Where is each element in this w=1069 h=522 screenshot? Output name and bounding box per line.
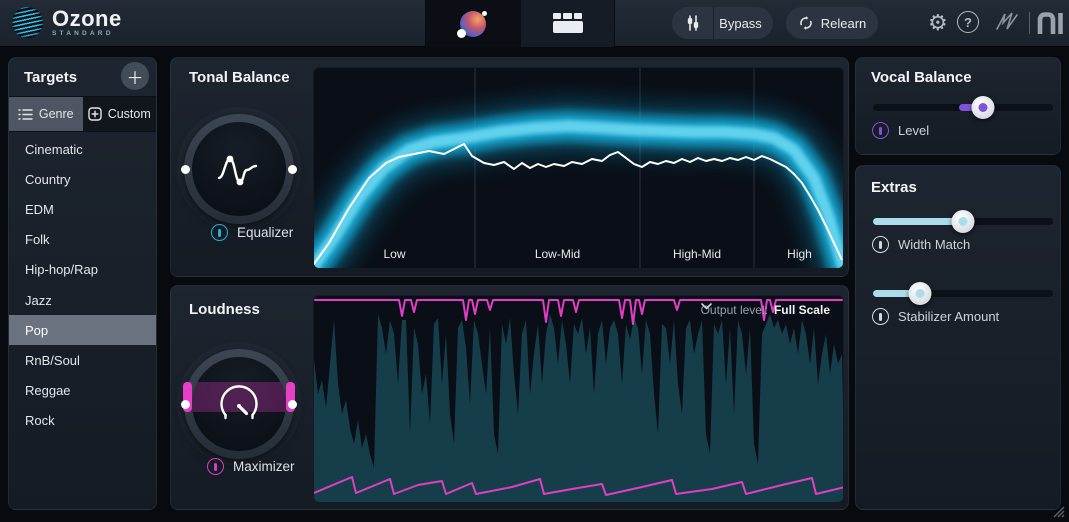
- list-icon: [18, 108, 33, 120]
- loudness-panel: Loudness Maximizer Output l: [170, 285, 849, 510]
- view-tabs: [425, 0, 615, 47]
- bypass-button[interactable]: Bypass: [719, 15, 762, 31]
- stabilizer-label: Stabilizer Amount: [898, 309, 1000, 324]
- width-match-row: Width Match: [872, 236, 970, 253]
- tab-assistant-view[interactable]: [425, 0, 520, 47]
- izotope-scribble-icon: [993, 9, 1023, 40]
- target-item-cinematic[interactable]: Cinematic: [25, 141, 83, 157]
- targets-tabs: Genre Custom: [9, 96, 156, 132]
- gauge-icon: [220, 385, 258, 420]
- width-match-label: Width Match: [898, 237, 971, 252]
- ozone-logo-icon: [12, 7, 43, 38]
- equalizer-label: Equalizer: [237, 225, 294, 240]
- equalizer-module-row: Equalizer: [211, 224, 293, 241]
- help-icon[interactable]: ?: [957, 11, 979, 33]
- target-item-hip-hop-rap[interactable]: Hip-hop/Rap: [25, 262, 98, 278]
- extras-title: Extras: [871, 179, 917, 196]
- add-preset-icon: [88, 107, 102, 121]
- app-edition: STANDARD: [52, 29, 114, 37]
- target-item-country[interactable]: Country: [25, 171, 71, 187]
- window-resize-handle[interactable]: [1051, 504, 1065, 518]
- target-item-reggae[interactable]: Reggae: [25, 383, 71, 399]
- header-bar: Ozone STANDARD: [0, 0, 1069, 47]
- tab-detailed-view[interactable]: [520, 0, 615, 47]
- target-item-jazz[interactable]: Jazz: [25, 292, 52, 308]
- tab-custom-label: Custom: [107, 107, 151, 121]
- relearn-button[interactable]: Relearn: [786, 7, 878, 39]
- vocal-balance-title: Vocal Balance: [871, 69, 972, 86]
- targets-list: Cinematic Country EDM Folk Hip-hop/Rap Jazz Po…: [9, 134, 156, 436]
- target-item-folk[interactable]: Folk: [25, 232, 50, 248]
- chevron-down-icon: [700, 303, 712, 310]
- width-match-slider[interactable]: [873, 210, 1053, 233]
- target-item-rnb-soul[interactable]: RnB/Soul: [25, 352, 80, 368]
- app-title: Ozone: [52, 5, 122, 31]
- output-level-label: Output level:: [700, 303, 768, 317]
- region-label-high-mid: High-Mid: [672, 247, 722, 261]
- loudness-title: Loudness: [189, 301, 260, 318]
- maximizer-module-row: Maximizer: [207, 458, 295, 475]
- target-item-pop[interactable]: Pop: [9, 315, 156, 346]
- width-match-power-icon[interactable]: [872, 236, 889, 253]
- maximizer-label: Maximizer: [233, 459, 295, 474]
- settings-gear-icon[interactable]: ⚙: [928, 10, 948, 35]
- add-target-button[interactable]: ＋: [121, 62, 149, 90]
- tonal-balance-display[interactable]: Low Low-Mid High-Mid High: [313, 67, 844, 269]
- eq-curve-icon: [217, 155, 258, 186]
- equalizer-power-icon[interactable]: [211, 224, 228, 241]
- app-logo: Ozone STANDARD: [12, 7, 122, 38]
- output-level-dropdown[interactable]: Output level: Full Scale: [701, 303, 830, 317]
- targets-panel: Targets ＋ Genre Custom Cinematic Country E…: [8, 57, 157, 510]
- tab-genre-label: Genre: [38, 107, 74, 121]
- tab-genre[interactable]: Genre: [9, 97, 83, 131]
- region-label-low: Low: [383, 247, 406, 261]
- maximizer-ring-segment: [183, 382, 192, 412]
- relearn-label: Relearn: [820, 15, 867, 31]
- target-item-edm[interactable]: EDM: [25, 201, 54, 217]
- modules-icon: [552, 12, 583, 35]
- assistant-sphere-icon: [456, 10, 487, 38]
- tonal-balance-title: Tonal Balance: [189, 69, 290, 86]
- equalizer-amount-knob[interactable]: [181, 114, 297, 224]
- maximizer-ring-segment: [286, 382, 295, 412]
- target-item-rock[interactable]: Rock: [25, 413, 55, 429]
- region-label-low-mid: Low-Mid: [534, 247, 581, 261]
- vocal-level-slider[interactable]: [873, 96, 1053, 119]
- vocal-balance-panel: Vocal Balance Level: [855, 57, 1061, 155]
- extras-panel: Extras Width Match Stabilizer Amount: [855, 165, 1061, 510]
- stabilizer-power-icon[interactable]: [872, 308, 889, 325]
- io-faders-icon[interactable]: [672, 7, 714, 39]
- tab-custom[interactable]: Custom: [82, 97, 156, 131]
- output-level-value: Full Scale: [773, 303, 830, 317]
- relearn-arrows-icon: [799, 16, 812, 30]
- stabilizer-row: Stabilizer Amount: [872, 308, 999, 325]
- stabilizer-amount-slider[interactable]: [873, 282, 1053, 305]
- header-divider: [1029, 12, 1030, 34]
- targets-title: Targets: [24, 69, 78, 86]
- bypass-control: Bypass: [672, 7, 773, 39]
- maximizer-power-icon[interactable]: [207, 458, 224, 475]
- tonal-balance-panel: Tonal Balance Equalizer Low Low-Mid High-M…: [170, 57, 849, 277]
- native-instruments-logo: [1037, 11, 1065, 40]
- vocal-power-icon[interactable]: [872, 122, 889, 139]
- loudness-display: Output level: Full Scale: [313, 295, 844, 503]
- maximizer-amount-knob[interactable]: [181, 349, 297, 459]
- vocal-level-label: Level: [898, 123, 930, 138]
- vocal-level-row: Level: [872, 122, 929, 139]
- region-label-high: High: [787, 247, 812, 261]
